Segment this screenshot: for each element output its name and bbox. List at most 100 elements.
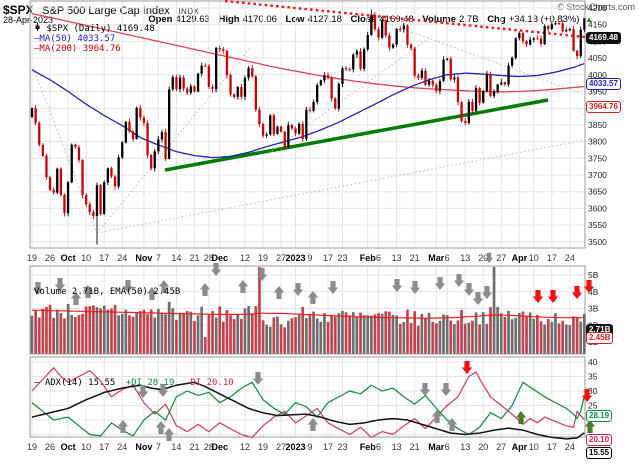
adx-box: 15.55: [586, 447, 613, 459]
svg-text:26: 26: [45, 253, 55, 263]
svg-text:Feb: Feb: [360, 253, 377, 263]
mdi-legend-text: -DI 20.10: [184, 378, 234, 388]
svg-text:28: 28: [204, 442, 214, 452]
svg-text:2023: 2023: [286, 253, 306, 263]
price-plot-style-icon: [35, 23, 40, 31]
high-label: High: [218, 14, 240, 25]
svg-text:Oct: Oct: [61, 442, 76, 452]
up-arrow-annotation: [307, 418, 319, 431]
svg-text:3950: 3950: [588, 87, 607, 97]
down-arrow-annotation: [484, 252, 494, 263]
up-arrow-annotation: [70, 292, 82, 305]
svg-text:27: 27: [276, 442, 286, 452]
up-arrow-annotation: [155, 421, 167, 434]
down-arrow-annotation: [409, 281, 421, 294]
down-arrow-annotation: [481, 286, 493, 299]
down-arrow-annotation: [292, 283, 304, 296]
up-arrow-annotation: [163, 428, 175, 441]
svg-text:19: 19: [27, 442, 37, 452]
adx-legend: — ADX(14) 15.55 +DI 28.19 -DI 20.10: [34, 378, 234, 388]
svg-text:6: 6: [445, 253, 450, 263]
svg-text:19: 19: [27, 253, 37, 263]
chg-value: +34.13 (+0.83%): [508, 14, 580, 25]
down-arrow-annotation: [137, 385, 149, 398]
svg-text:3B: 3B: [588, 304, 599, 314]
svg-text:Apr: Apr: [512, 442, 528, 452]
up-arrow-annotation: [273, 286, 285, 299]
ma50-legend: —MA(50) 4033.57: [34, 34, 116, 44]
down-arrow-annotation: [472, 292, 484, 305]
svg-text:17: 17: [323, 253, 333, 263]
svg-text:6: 6: [376, 442, 381, 452]
svg-text:20: 20: [478, 253, 488, 263]
svg-text:21: 21: [410, 442, 420, 452]
svg-text:19: 19: [258, 253, 268, 263]
volume-label: Volume: [422, 14, 456, 25]
ma50-line: [31, 62, 585, 159]
svg-text:Dec: Dec: [211, 253, 228, 263]
svg-text:4050: 4050: [588, 53, 607, 63]
mdi-box: 20.10: [586, 434, 613, 446]
ma200-line: [31, 13, 585, 93]
svg-text:4150: 4150: [588, 20, 607, 30]
svg-text:6: 6: [445, 442, 450, 452]
down-arrow-annotation: [122, 280, 134, 293]
svg-text:7: 7: [156, 253, 161, 263]
svg-text:Mar: Mar: [428, 253, 445, 263]
down-arrow-annotation: [461, 361, 473, 374]
svg-text:23: 23: [337, 253, 347, 263]
svg-text:9: 9: [307, 253, 312, 263]
pdi-box: 28.19: [586, 410, 613, 422]
fan-dotted-line: [96, 47, 251, 234]
resistance-dotted-line: [224, 0, 586, 39]
ma200-box: 3964.76: [586, 101, 621, 113]
svg-text:24: 24: [117, 253, 127, 263]
svg-text:17: 17: [323, 442, 333, 452]
fan-dotted-line: [372, 17, 586, 96]
svg-text:27: 27: [276, 253, 286, 263]
down-arrow-annotation: [210, 263, 222, 276]
svg-text:3550: 3550: [588, 220, 607, 230]
svg-text:17: 17: [99, 442, 109, 452]
down-arrow-annotation: [32, 282, 44, 295]
pdi-legend-text: +DI 28.19: [125, 378, 175, 388]
up-arrow-annotation: [117, 420, 129, 433]
open-label: Open: [148, 14, 173, 25]
price-volume-adx-canvas: 4200415041004050400039503900385038003750…: [27, 0, 607, 452]
ma200-legend: —MA(200) 3964.76: [34, 44, 121, 54]
svg-text:10: 10: [529, 253, 539, 263]
down-arrow-annotation: [256, 268, 268, 281]
price-legend-text: $SPX (Daily) 4169.48: [46, 24, 155, 34]
volume-ema-line: [31, 309, 585, 319]
svg-text:Feb: Feb: [360, 442, 377, 452]
open-value: 4129.63: [175, 14, 210, 25]
svg-text:12: 12: [240, 253, 250, 263]
svg-text:Nov: Nov: [135, 253, 152, 263]
svg-text:28: 28: [204, 253, 214, 263]
svg-text:Dec: Dec: [211, 442, 228, 452]
adx-legend-text: — ADX(14) 15.55: [34, 378, 116, 388]
up-arrow-annotation: [237, 280, 249, 293]
high-value: 4170.06: [242, 14, 277, 25]
svg-text:13: 13: [460, 253, 470, 263]
svg-text:Oct: Oct: [61, 253, 76, 263]
svg-text:12: 12: [240, 442, 250, 452]
down-arrow-annotation: [327, 281, 339, 294]
svg-text:25: 25: [588, 401, 598, 411]
svg-text:4200: 4200: [588, 3, 607, 13]
svg-text:40: 40: [588, 357, 598, 367]
svg-text:13: 13: [392, 442, 402, 452]
svg-text:7: 7: [156, 442, 161, 452]
svg-text:24: 24: [565, 253, 575, 263]
up-arrow-annotation: [515, 411, 527, 424]
support-trendline: [164, 98, 549, 172]
down-arrow-annotation: [463, 283, 475, 296]
svg-text:35: 35: [588, 372, 598, 382]
svg-text:20: 20: [478, 442, 488, 452]
ticker-symbol: $SPX: [3, 3, 34, 17]
up-arrow-annotation: [307, 291, 319, 304]
up-arrow-annotation: [199, 283, 211, 296]
adx-line: [31, 381, 585, 440]
fan-dotted-line: [96, 139, 586, 234]
